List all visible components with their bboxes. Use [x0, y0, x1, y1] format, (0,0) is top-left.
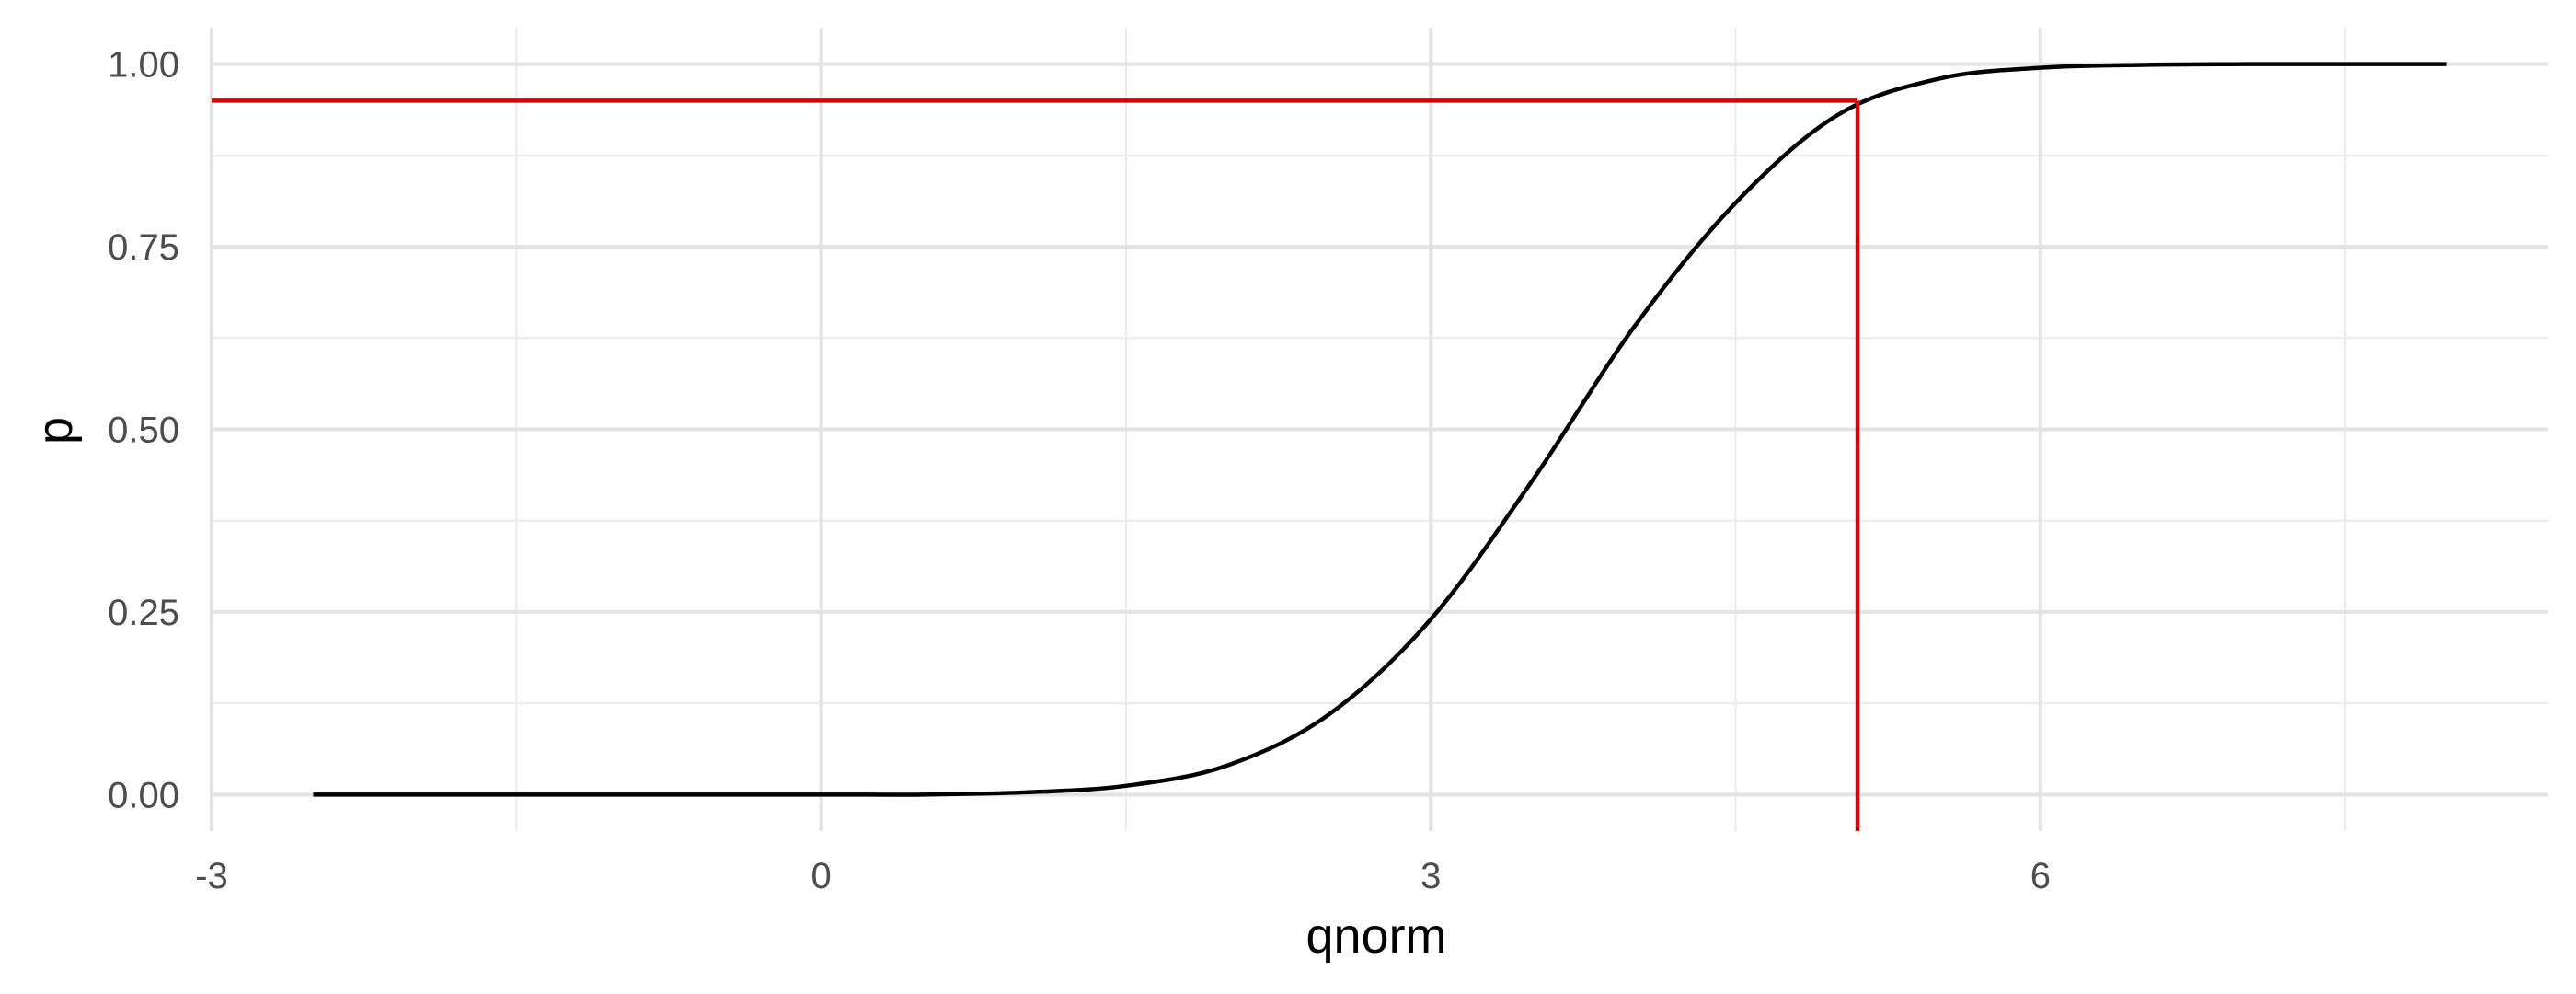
y-tick-labels: 0.00 0.25 0.50 0.75 1.00 [108, 45, 179, 816]
y-tick-label: 1.00 [108, 45, 179, 86]
minor-gridlines [212, 28, 2548, 831]
x-tick-label: 6 [2030, 856, 2051, 896]
x-tick-labels: -3 0 3 6 [195, 856, 2051, 896]
y-tick-label: 0.25 [108, 593, 179, 633]
x-tick-label: 0 [811, 856, 831, 896]
y-tick-label: 0.50 [108, 410, 179, 451]
x-tick-label: -3 [195, 856, 228, 896]
reference-lines [212, 98, 1860, 831]
y-tick-label: 0.75 [108, 227, 179, 268]
major-gridlines [210, 28, 2548, 831]
y-axis-title: p [28, 417, 83, 445]
x-tick-label: 3 [1420, 856, 1441, 896]
series-layer [313, 62, 2447, 797]
x-axis-title: qnorm [1305, 908, 1446, 964]
series-line [313, 62, 2447, 797]
y-tick-label: 0.00 [108, 775, 179, 815]
